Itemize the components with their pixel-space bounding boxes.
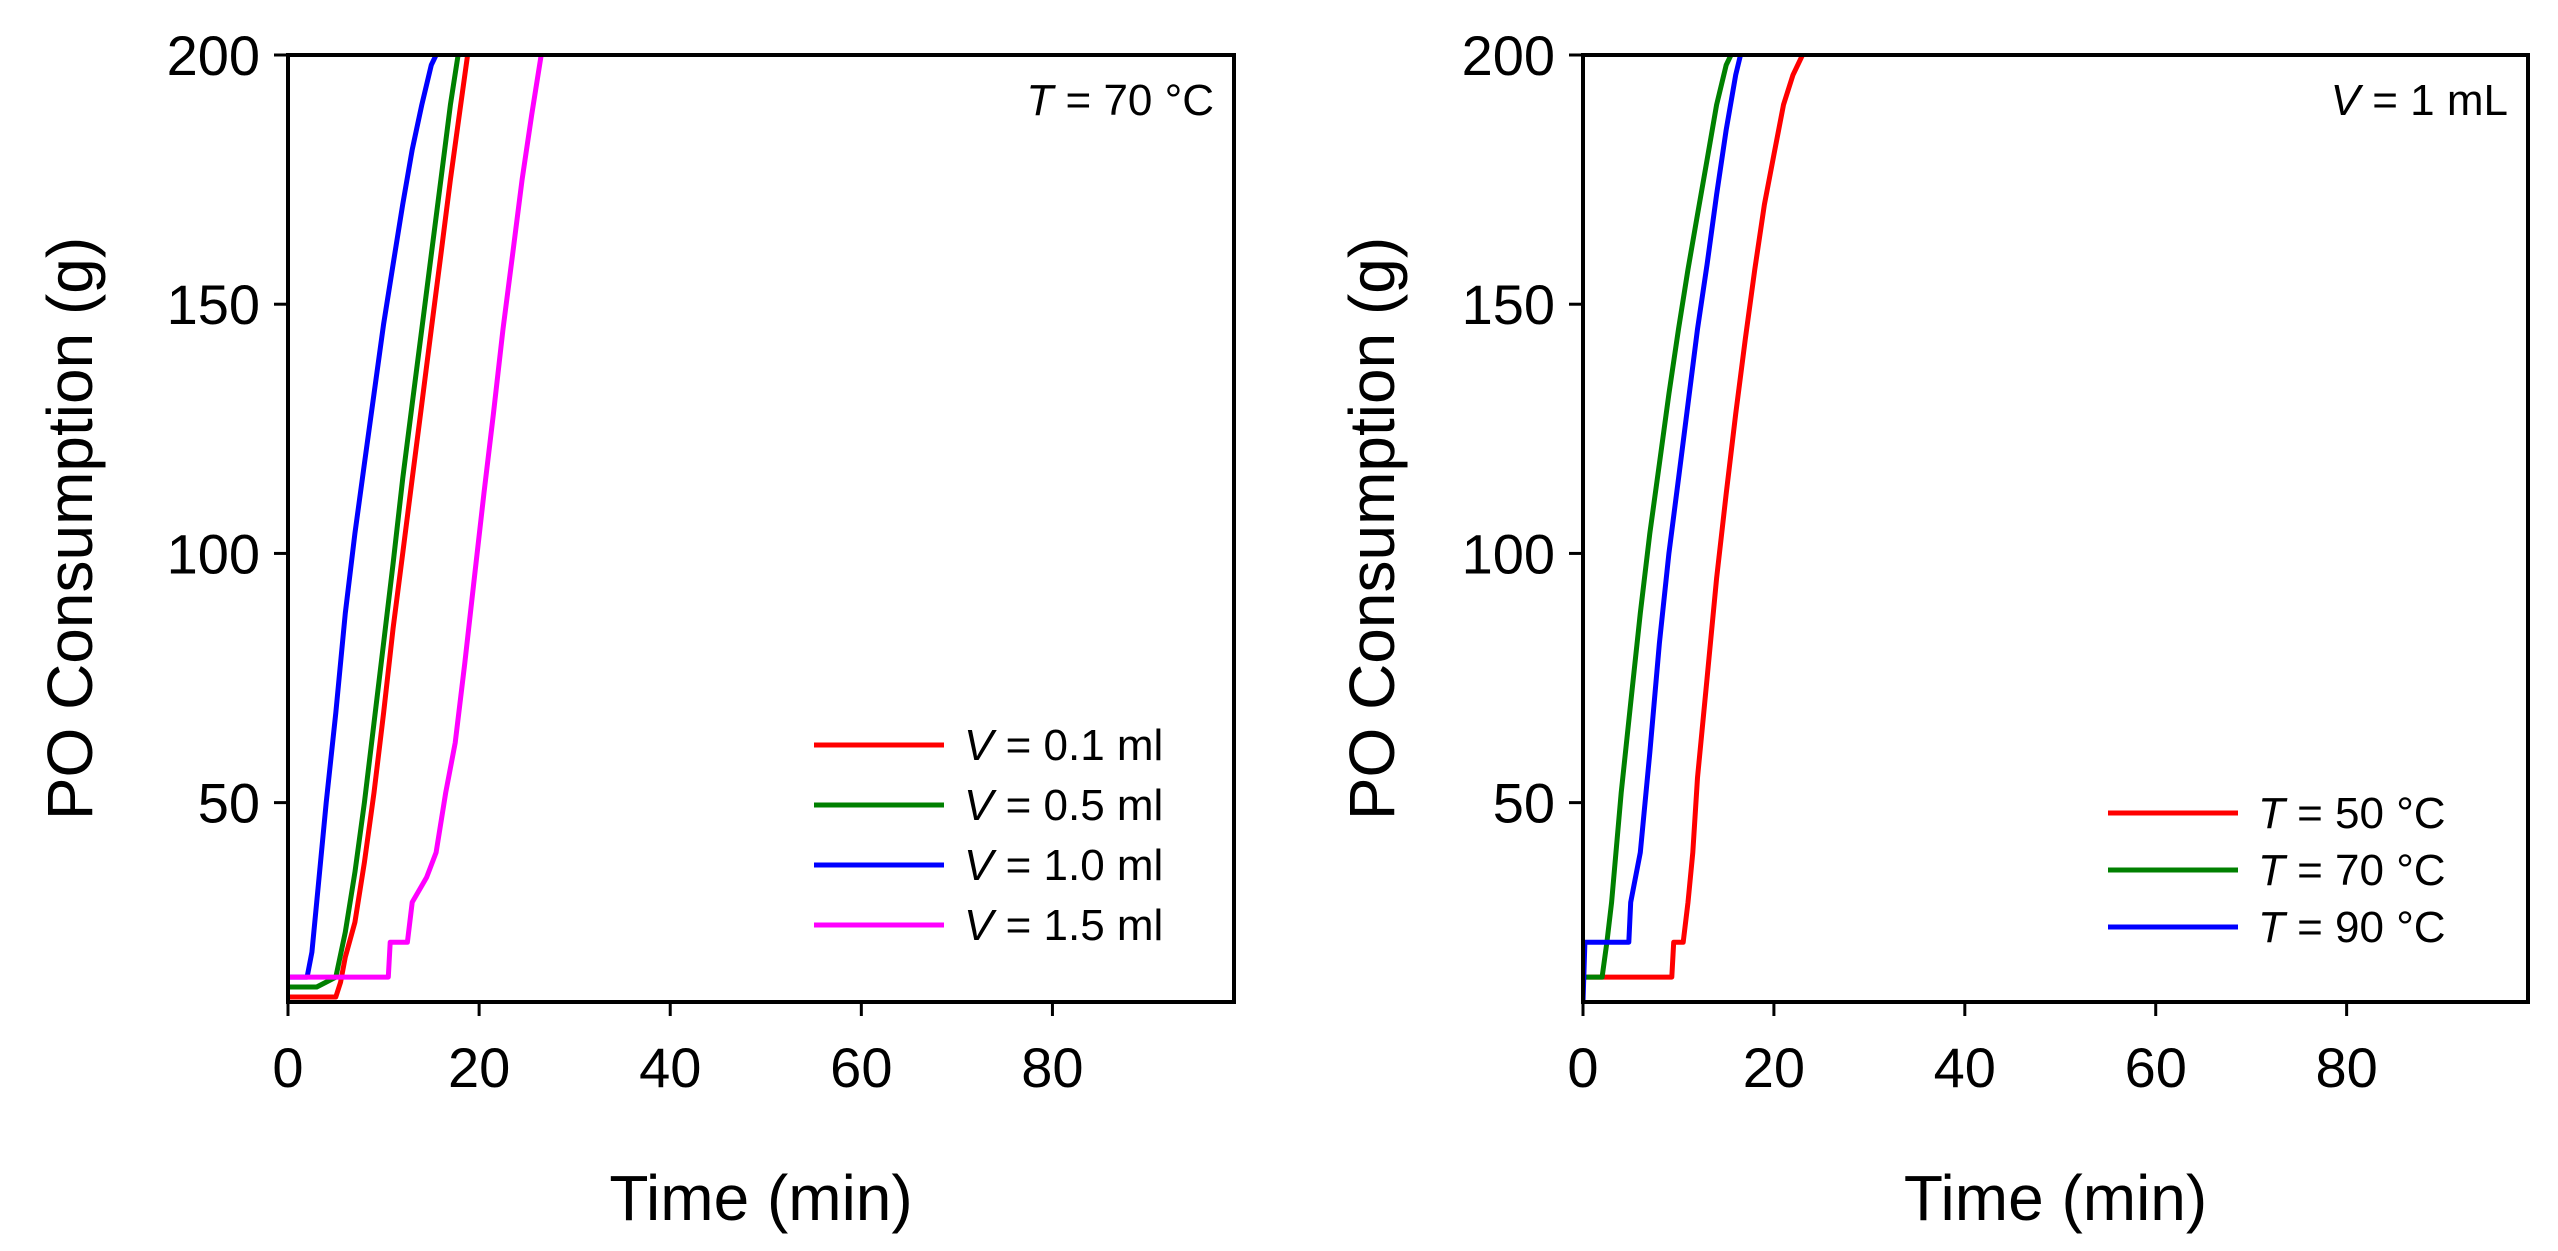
- x-axis-label: Time (min): [609, 1162, 912, 1234]
- panel-annotation: V = 1 mL: [2331, 76, 2508, 125]
- series-line-1: [1583, 55, 1805, 980]
- x-tick-label: 20: [448, 1036, 510, 1099]
- series-line-4: [288, 55, 544, 980]
- legend-label-3: V = 1.0 ml: [964, 841, 1163, 890]
- x-axis-label: Time (min): [1904, 1162, 2207, 1234]
- legend-label-2: T = 70 °C: [2258, 846, 2446, 895]
- plot-frame: [1581, 53, 2530, 1004]
- series-line-3: [1583, 55, 1743, 1002]
- legend-label-1: T = 50 °C: [2258, 789, 2446, 838]
- x-tick-label: 40: [1934, 1036, 1996, 1099]
- legend-label-2: V = 0.5 ml: [964, 781, 1163, 830]
- series-line-2: [1583, 55, 1734, 980]
- legend-label-4: V = 1.5 ml: [964, 901, 1163, 950]
- chart-panel-1: 0 20 40 60 80 50 100 150 200 Time (min) PO Consump…: [34, 24, 1236, 1234]
- plot-frame: [286, 53, 1236, 1004]
- y-tick-label: 200: [167, 24, 260, 87]
- x-tick-label: 20: [1743, 1036, 1805, 1099]
- y-tick-label: 200: [1462, 24, 1555, 87]
- legend-label-1: V = 0.1 ml: [964, 721, 1163, 770]
- x-tick-label: 0: [1567, 1036, 1598, 1099]
- series-line-1: [288, 55, 471, 1000]
- y-tick-label: 100: [1462, 522, 1555, 585]
- y-tick-label: 100: [167, 522, 260, 585]
- legend: T = 50 °C T = 70 °C T = 90 °C: [2108, 789, 2446, 952]
- y-tick-label: 50: [198, 772, 260, 835]
- legend: V = 0.1 ml V = 0.5 ml V = 1.0 ml V = 1.5 ml: [814, 721, 1163, 950]
- panel-annotation: T = 70 °C: [1026, 76, 1214, 125]
- series-lines: [288, 55, 544, 1000]
- y-tick-label: 50: [1493, 772, 1555, 835]
- x-tick-label: 40: [639, 1036, 701, 1099]
- x-tick-label: 60: [830, 1036, 892, 1099]
- x-tick-label: 80: [2315, 1036, 2377, 1099]
- series-line-3: [288, 55, 439, 980]
- series-lines: [1583, 55, 1805, 1002]
- y-tick-label: 150: [1462, 273, 1555, 336]
- legend-label-3: T = 90 °C: [2258, 903, 2446, 952]
- x-tick-label: 80: [1021, 1036, 1083, 1099]
- chart-panel-2: 0 20 40 60 80 50 100 150 200 Time (min) PO Consump…: [1336, 24, 2530, 1234]
- y-axis-label: PO Consumption (g): [34, 237, 106, 820]
- x-tick-label: 60: [2125, 1036, 2187, 1099]
- y-axis-label: PO Consumption (g): [1336, 237, 1408, 820]
- x-tick-label: 0: [272, 1036, 303, 1099]
- y-tick-label: 150: [167, 273, 260, 336]
